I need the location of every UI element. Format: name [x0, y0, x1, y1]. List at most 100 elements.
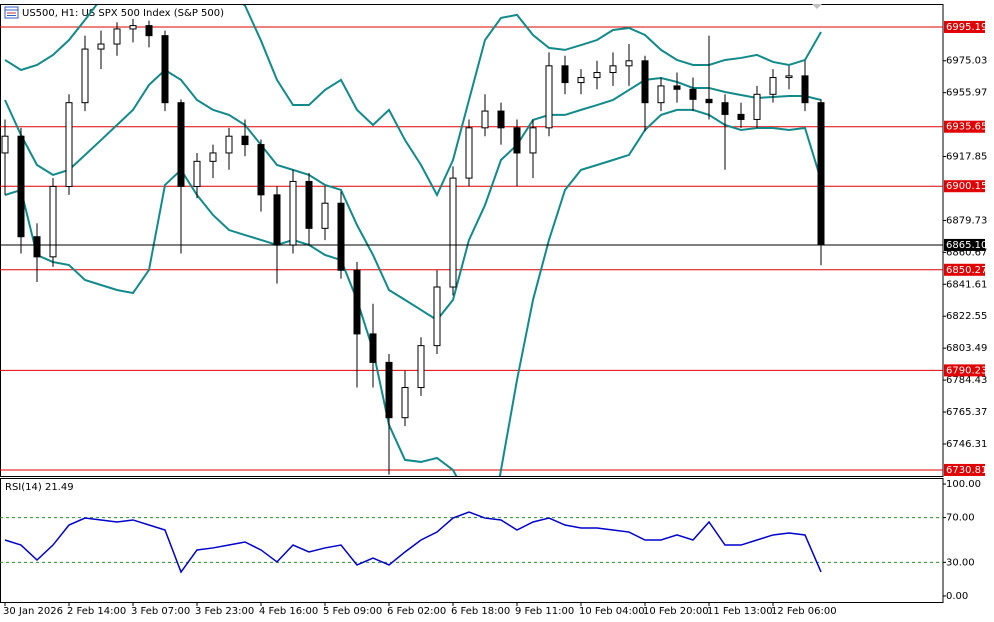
- level-label-box: [944, 263, 985, 276]
- candle-body: [529, 127, 537, 154]
- bands: [4, 5, 822, 476]
- level-label: 6730.81: [946, 465, 987, 476]
- x-tick-label: 11 Feb 13:00: [707, 606, 773, 617]
- y-tick-label: 6860.67: [946, 247, 987, 258]
- level-label: 6790.23: [946, 365, 987, 376]
- rsi-line: [4, 511, 822, 574]
- candle-body: [49, 185, 57, 258]
- candle-body: [785, 75, 793, 79]
- band-line: [4, 108, 822, 476]
- main-frame: [0, 4, 944, 477]
- y-tick-label: 6765.37: [946, 407, 987, 418]
- candle-body: [305, 180, 313, 229]
- level-label: 6935.65: [946, 122, 987, 133]
- candle-body: [449, 177, 457, 288]
- x-tick-label: 9 Feb 11:00: [515, 606, 574, 617]
- candle-body: [65, 102, 73, 187]
- x-tick-label: 12 Feb 06:00: [771, 606, 837, 617]
- y-tick-label: 6784.43: [946, 375, 987, 386]
- chart-title: US500, H1: US SPX 500 Index (S&P 500): [22, 8, 224, 19]
- candle-body: [465, 127, 473, 179]
- candle-body: [225, 135, 233, 154]
- candle-body: [673, 85, 681, 90]
- level-label: 6850.27: [946, 265, 987, 276]
- y-tick-label: 6822.55: [946, 311, 987, 322]
- candle-body: [417, 345, 425, 389]
- candle-body: [209, 152, 217, 162]
- candle-body: [385, 361, 393, 419]
- x-tick-label: 30 Jan 2026: [3, 606, 63, 617]
- candle-body: [17, 135, 25, 238]
- candle-body: [337, 202, 345, 271]
- candle-body: [433, 286, 441, 347]
- x-tick-label: 2 Feb 14:00: [67, 606, 126, 617]
- level-label: 6900.15: [946, 181, 987, 192]
- level-label-box: [944, 180, 985, 193]
- candle-body: [545, 65, 553, 129]
- candle-body: [401, 387, 409, 419]
- candle-body: [737, 113, 745, 120]
- y-tick-label: 6955.97: [946, 88, 987, 99]
- y-tick-label: 6803.49: [946, 343, 987, 354]
- level-label-box: [944, 364, 985, 377]
- candle-body: [257, 144, 265, 196]
- x-tick-label: 4 Feb 16:00: [259, 606, 318, 617]
- candle-body: [769, 77, 777, 95]
- x-tick-label: 10 Feb 04:00: [579, 606, 645, 617]
- y-tick-label: 0.00: [946, 591, 968, 602]
- candle-body: [689, 88, 697, 100]
- band-line: [4, 5, 822, 198]
- candle-body: [801, 75, 809, 104]
- y-tick-label: 6879.73: [946, 215, 987, 226]
- y-tick-label: 30.00: [946, 557, 975, 568]
- candle-body: [289, 180, 297, 246]
- x-tick-label: 6 Feb 18:00: [451, 606, 510, 617]
- x-tick-label: 10 Feb 20:00: [643, 606, 709, 617]
- current-price-box: [944, 238, 985, 251]
- candle-body: [641, 60, 649, 104]
- candle-body: [593, 72, 601, 79]
- candle-body: [481, 110, 489, 129]
- rsi-title: RSI(14) 21.49: [5, 482, 74, 493]
- candle-body: [321, 202, 329, 229]
- y-tick-label: 70.00: [946, 513, 975, 524]
- candle-body: [497, 110, 505, 129]
- candle-body: [705, 98, 713, 104]
- current-price-label: 6865.10: [946, 240, 987, 251]
- y-tick-label: 6746.31: [946, 439, 987, 450]
- x-tick-label: 3 Feb 23:00: [195, 606, 254, 617]
- candle-body: [817, 102, 825, 246]
- candle-body: [97, 43, 105, 50]
- candle-body: [577, 77, 585, 84]
- candle-body: [241, 135, 249, 146]
- candle-body: [129, 25, 137, 30]
- candle-body: [161, 35, 169, 104]
- candle-body: [513, 127, 521, 154]
- band-line: [4, 68, 822, 322]
- candle-body: [353, 269, 361, 335]
- candle-body: [177, 102, 185, 187]
- y-tick-label: 6975.03: [946, 56, 987, 67]
- rsi-frame: [0, 478, 944, 603]
- candle-body: [273, 194, 281, 246]
- candle-body: [609, 65, 617, 74]
- candle-body: [625, 60, 633, 67]
- candle-body: [1, 135, 9, 154]
- shift-marker: [812, 4, 822, 9]
- level-label: 6995.19: [946, 22, 987, 33]
- candle-body: [721, 102, 729, 115]
- y-tick-label: 6841.61: [946, 279, 987, 290]
- candle-body: [753, 93, 761, 120]
- y-tick-label: 100.00: [946, 479, 981, 490]
- x-tick-label: 6 Feb 02:00: [387, 606, 446, 617]
- candle-body: [193, 160, 201, 187]
- level-label-box: [944, 120, 985, 133]
- level-label-box: [944, 463, 985, 476]
- candle-body: [33, 236, 41, 258]
- level-label-box: [944, 20, 985, 33]
- candles: [1, 18, 825, 475]
- candle-body: [657, 85, 665, 104]
- candle-body: [561, 65, 569, 84]
- x-tick-label: 3 Feb 07:00: [131, 606, 190, 617]
